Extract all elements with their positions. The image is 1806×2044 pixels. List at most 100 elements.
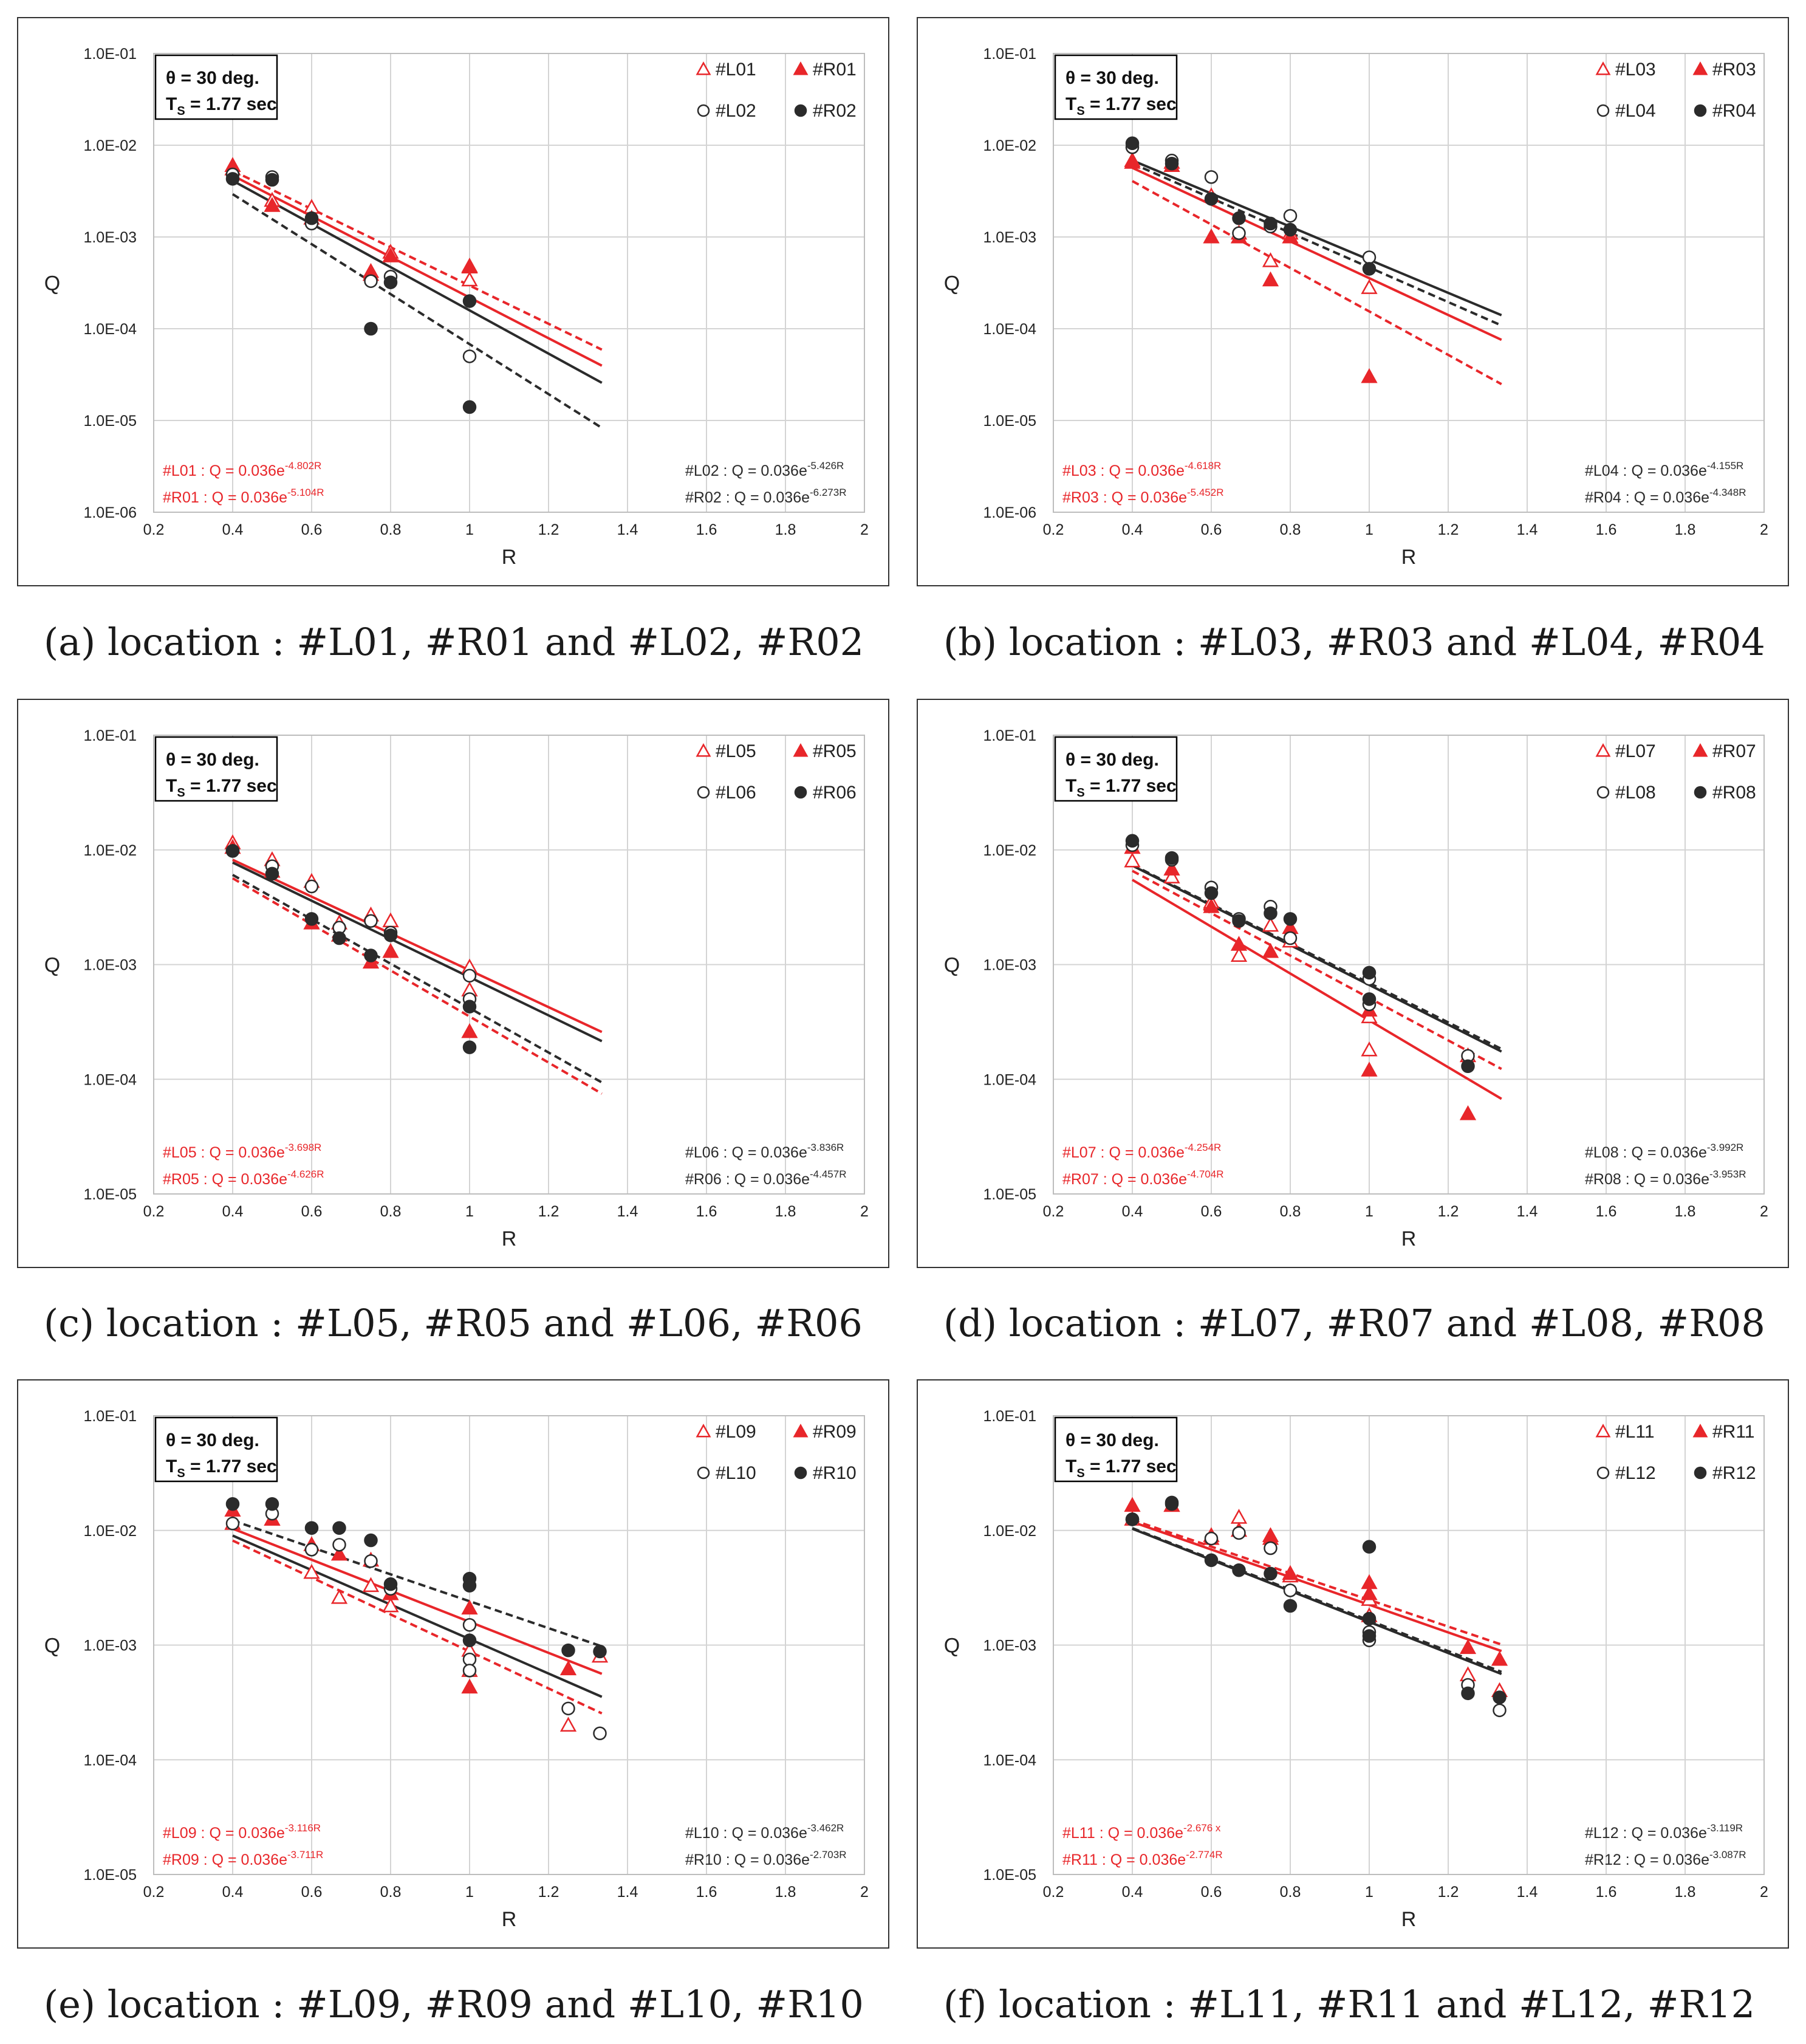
trendline-r07 <box>1131 879 1502 1100</box>
data-point-r02 <box>364 321 378 336</box>
trendline-l02 <box>232 179 603 384</box>
caption-e: (e) location : #L09, #R09 and #L10, #R10 <box>44 1982 864 2026</box>
y-axis-title: Q <box>944 272 960 295</box>
legend-label-l09: #L09 <box>716 1422 756 1442</box>
data-point-r08 <box>1125 834 1140 848</box>
x-tick-label: 1 <box>465 1203 474 1220</box>
plot-area <box>1053 735 1765 1195</box>
data-point-r04 <box>1165 157 1179 171</box>
x-tick-label: 0.6 <box>301 521 323 538</box>
condition-angle: θ = 30 deg. <box>1065 1430 1159 1450</box>
x-axis-title: R <box>1401 546 1417 569</box>
y-tick-label: 1.0E-02 <box>83 1523 137 1540</box>
data-point-r02 <box>462 400 477 414</box>
plot-area <box>1053 1415 1765 1875</box>
data-point-r08 <box>1165 851 1179 865</box>
x-tick-label: 2 <box>860 521 869 538</box>
y-tick-label: 1.0E-04 <box>83 1752 137 1769</box>
data-point-l04 <box>1232 226 1246 240</box>
data-point-l04 <box>1362 250 1377 264</box>
data-point-r05 <box>382 942 399 958</box>
x-tick-label: 1.2 <box>538 521 559 538</box>
caption-a: (a) location : #L01, #R01 and #L02, #R02 <box>44 620 864 664</box>
data-point-l03 <box>1361 279 1378 294</box>
x-tick-label: 1.6 <box>1596 1884 1617 1901</box>
x-tick-label: 0.4 <box>1122 521 1143 538</box>
data-point-r06 <box>225 844 240 858</box>
data-point-r07 <box>1230 936 1248 951</box>
x-tick-label: 1.2 <box>1438 1884 1459 1901</box>
data-point-r03 <box>1361 368 1378 383</box>
trendline-l03 <box>1132 166 1502 341</box>
y-tick-label: 1.0E-03 <box>83 229 137 246</box>
legend-marker-l09 <box>696 1424 711 1438</box>
equation-l10: #L10 : Q = 0.036e-3.462R <box>685 1822 844 1842</box>
y-tick-label: 1.0E-02 <box>83 137 137 154</box>
data-point-r06 <box>364 948 378 962</box>
condition-period: TS = 1.77 sec <box>1065 1456 1177 1480</box>
legend-label-l11: #L11 <box>1615 1422 1655 1442</box>
data-point-r07 <box>1262 942 1279 958</box>
caption-f: (f) location : #L11, #R11 and #L12, #R12 <box>943 1982 1756 2026</box>
x-tick-label: 1.4 <box>617 1203 638 1220</box>
legend-label-l01: #L01 <box>716 60 756 80</box>
data-point-r04 <box>1204 192 1219 206</box>
trendline-l11 <box>1132 1518 1502 1646</box>
legend-label-r10: #R10 <box>813 1463 857 1483</box>
chart-svg: 0.2 0.4 0.6 0.8 1 1.2 1.4 1.6 1.8 2 1.0E-05 1.0E-04… <box>17 699 889 1268</box>
data-point-l09 <box>330 1589 348 1604</box>
trendline-l01 <box>232 170 603 351</box>
trendline-l10 <box>232 1534 603 1698</box>
chart-panel-f: 0.2 0.4 0.6 0.8 1 1.2 1.4 1.6 1.8 2 1.0E-05 1.0E-04… <box>917 1379 1789 1949</box>
y-tick-label: 1.0E-01 <box>983 727 1036 744</box>
data-point-l10 <box>462 1664 477 1678</box>
data-point-l09 <box>559 1716 577 1732</box>
y-axis-title: Q <box>44 272 60 295</box>
x-axis-title: R <box>1401 1908 1417 1931</box>
data-point-r04 <box>1362 262 1377 276</box>
legend-label-r03: #R03 <box>1712 60 1756 80</box>
data-point-r12 <box>1461 1686 1475 1701</box>
equation-l07: #L07 : Q = 0.036e-4.254R <box>1062 1142 1221 1161</box>
y-tick-label: 1.0E-01 <box>83 1408 137 1425</box>
y-tick-label: 1.0E-03 <box>983 957 1036 974</box>
equation-r12: #R12 : Q = 0.036e-3.087R <box>1585 1849 1746 1868</box>
x-tick-label: 0.6 <box>301 1884 323 1901</box>
y-tick-label: 1.0E-06 <box>83 504 137 521</box>
data-point-l08 <box>1283 931 1298 945</box>
data-point-l10 <box>561 1701 575 1716</box>
trendline-r01 <box>232 174 603 367</box>
condition-box <box>1054 54 1178 120</box>
data-point-r11 <box>1459 1639 1477 1655</box>
data-point-r04 <box>1283 222 1298 237</box>
caption-d: (d) location : #L07, #R07 and #L08, #R08 <box>943 1301 1765 1345</box>
x-tick-label: 0.4 <box>1122 1884 1143 1901</box>
data-point-l12 <box>1264 1541 1278 1555</box>
legend-marker-r09 <box>793 1424 809 1438</box>
equation-r11: #R11 : Q = 0.036e-2.774R <box>1062 1849 1223 1868</box>
data-point-l10 <box>462 1618 477 1632</box>
data-point-l07 <box>1230 947 1248 962</box>
x-tick-label: 1.2 <box>538 1203 559 1220</box>
y-tick-label: 1.0E-03 <box>983 1638 1036 1655</box>
data-point-r10 <box>304 1521 319 1535</box>
trendline-r09 <box>232 1539 603 1715</box>
data-point-l09 <box>303 1563 320 1579</box>
equation-r01: #R01 : Q = 0.036e-5.104R <box>163 487 324 506</box>
condition-box <box>154 1416 278 1483</box>
data-point-r06 <box>462 1040 477 1054</box>
condition-angle: θ = 30 deg. <box>1065 68 1159 88</box>
data-point-r10 <box>561 1643 575 1658</box>
legend-marker-l08 <box>1596 786 1610 799</box>
trendline-l07 <box>1132 869 1502 1071</box>
x-tick-label: 1.6 <box>1596 1203 1617 1220</box>
trendline-l04 <box>1132 159 1502 317</box>
data-point-r02 <box>383 275 398 289</box>
x-tick-label: 1.6 <box>696 521 717 538</box>
y-axis-title: Q <box>944 1634 960 1658</box>
x-tick-label: 0.8 <box>1280 521 1301 538</box>
x-tick-label: 1.8 <box>775 1203 796 1220</box>
data-point-r02 <box>225 172 240 186</box>
legend-label-r02: #R02 <box>813 101 857 121</box>
legend-label-l12: #L12 <box>1615 1463 1656 1483</box>
